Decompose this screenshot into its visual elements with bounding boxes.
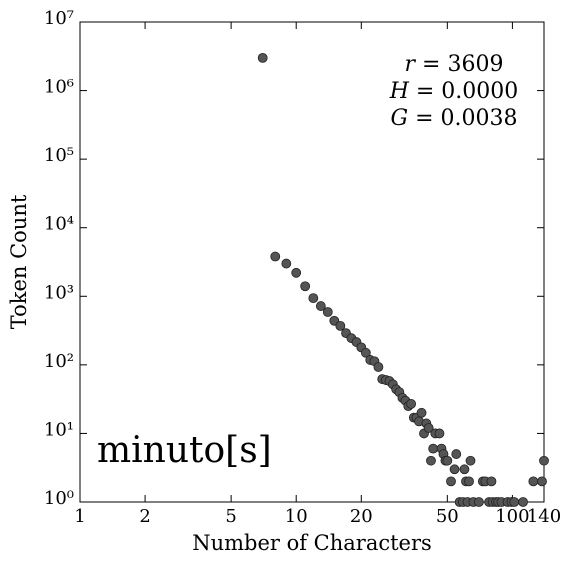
point: [434, 428, 445, 439]
point: [335, 320, 346, 331]
point: [281, 258, 292, 269]
point: [406, 398, 417, 409]
point: [465, 455, 476, 466]
y-tick-label: 10⁷: [44, 8, 74, 29]
point: [539, 455, 549, 466]
point: [300, 281, 311, 292]
point: [315, 301, 326, 311]
y-tick-label: 10⁵: [44, 145, 74, 166]
stat-value: = 3609: [415, 52, 503, 77]
point: [423, 423, 434, 433]
point: [426, 455, 436, 466]
point: [446, 476, 456, 487]
point: [360, 347, 371, 358]
stat-symbol: r: [405, 52, 417, 77]
point: [451, 449, 462, 459]
y-tick-label: 10²: [44, 351, 74, 372]
point: [416, 407, 427, 418]
point: [373, 362, 384, 372]
stat-symbol: G: [391, 106, 409, 131]
x-tick-label: 100: [495, 506, 529, 527]
y-tick-label: 10¹: [44, 419, 74, 440]
stat-line: G = 0.0038: [391, 106, 518, 131]
x-tick-label: 10: [285, 506, 308, 527]
point: [459, 464, 470, 475]
point: [518, 497, 528, 507]
x-tick-label: 2: [139, 506, 150, 527]
x-tick-label: 140: [527, 506, 561, 527]
x-tick-label: 5: [225, 506, 236, 527]
point: [291, 267, 302, 278]
y-tick-label: 10⁴: [44, 214, 74, 235]
x-axis-label: Number of Characters: [192, 531, 432, 555]
x-tick-label: 50: [436, 506, 459, 527]
point: [442, 455, 453, 466]
point: [509, 497, 520, 507]
y-tick-label: 10³: [44, 282, 74, 303]
point: [486, 476, 497, 487]
stat-value: = 0.0038: [408, 106, 517, 131]
stat-line: H = 0.0000: [389, 79, 519, 104]
point: [464, 476, 474, 487]
stat-value: = 0.0000: [409, 79, 518, 104]
plot-frame: [79, 21, 545, 503]
y-axis-label: Token Count: [7, 194, 31, 329]
point: [257, 52, 268, 63]
x-tick-label: 1: [74, 506, 85, 527]
point: [322, 307, 333, 317]
point: [449, 464, 460, 475]
y-tick-label: 10⁰: [44, 488, 74, 509]
point: [537, 476, 547, 487]
point: [474, 497, 484, 507]
point: [528, 476, 539, 487]
point: [270, 251, 281, 262]
stat-symbol: H: [389, 79, 410, 104]
word-label: minuto[s]: [97, 430, 272, 471]
point: [308, 293, 319, 304]
y-tick-label: 10⁶: [44, 77, 74, 98]
point: [428, 443, 439, 454]
x-tick-label: 20: [350, 506, 373, 527]
stat-line: r = 3609: [405, 52, 504, 77]
